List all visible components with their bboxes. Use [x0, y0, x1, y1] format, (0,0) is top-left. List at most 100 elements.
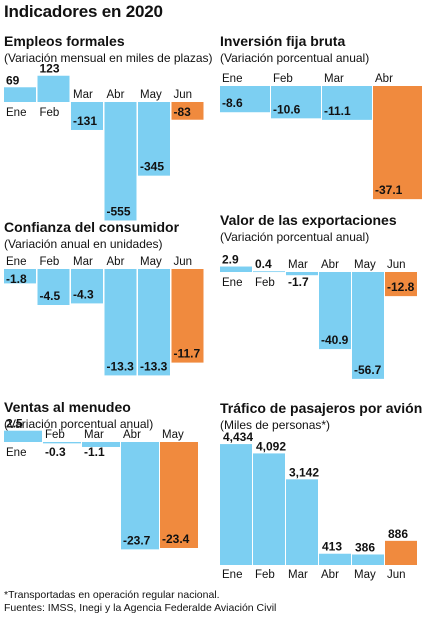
category-label: Abr: [107, 256, 125, 268]
value-label: 123: [40, 62, 60, 76]
category-label: Feb: [255, 569, 275, 581]
bar-feb: [271, 86, 321, 119]
category-label: Ene: [222, 277, 242, 289]
category-label: Ene: [6, 447, 26, 459]
chart-svg: Ene -8.6 Feb -10.6 Mar -11.1 Abr -37.1: [220, 73, 422, 200]
chart-title: Confianza del consumidor: [4, 219, 180, 235]
value-label: -1.8: [6, 272, 27, 286]
bar-ene: [4, 430, 42, 442]
bar-feb: [253, 453, 285, 565]
bar-ene: [220, 86, 270, 113]
value-label: -12.8: [387, 280, 415, 294]
bar-mar: [286, 272, 318, 276]
bar-feb: [37, 269, 70, 305]
category-label: Mar: [324, 73, 344, 85]
bar-may: [352, 272, 384, 379]
bar-ene: [4, 269, 36, 284]
chart-title: Tráfico de pasajeros por avión: [220, 400, 422, 416]
chart-svg: Ene -1.8 Feb -4.5 Mar -4.3 Abr -13.3 May -13.3 Jun…: [4, 256, 204, 376]
category-label: Abr: [375, 73, 393, 85]
category-label: Jun: [387, 259, 406, 271]
chart-panel-ventas: Ventas al menudeo (Variación porcentual …: [4, 399, 209, 569]
footnotes: *Transportadas en operación regular naci…: [4, 589, 276, 615]
category-label: May: [140, 89, 162, 101]
chart-panel-empleos: Empleos formales (Variación mensual en m…: [4, 33, 213, 221]
bar-jun: [385, 272, 417, 297]
category-label: Mar: [73, 89, 93, 101]
chart-svg: Ene 2.9 Feb 0.4 Mar -1.7 Abr -40.9 May -56.7 Jun -1…: [220, 253, 417, 379]
chart-title: Valor de las exportaciones: [220, 212, 397, 228]
bar-abr: [373, 86, 422, 200]
value-label: -0.3: [45, 445, 66, 459]
chart-svg: Ene 69 Feb 123 Mar -131 Abr -555 May -345 Jun -83: [4, 62, 204, 221]
bar-jun: [171, 102, 204, 120]
chart-title: Ventas al menudeo: [4, 399, 131, 415]
category-label: Ene: [222, 73, 242, 85]
value-label: -10.6: [273, 102, 301, 116]
bar-mar: [71, 269, 103, 304]
category-label: Jun: [174, 256, 193, 268]
value-label: 4,434: [223, 430, 253, 444]
bar-may: [352, 554, 384, 565]
bar-mar: [82, 442, 120, 447]
value-label: -13.3: [140, 359, 168, 373]
page-title: Indicadores en 2020: [4, 2, 163, 21]
chart-panel-confianza: Confianza del consumidor (Variación anua…: [4, 219, 209, 389]
bar-may: [160, 442, 198, 549]
bar-ene: [220, 444, 252, 565]
category-label: Feb: [45, 429, 65, 441]
category-label: Feb: [40, 256, 60, 268]
value-label: -1.7: [288, 275, 309, 289]
category-label: Feb: [273, 73, 293, 85]
value-label: 2.5: [6, 417, 23, 431]
value-label: 413: [322, 540, 342, 554]
bar-abr: [121, 442, 159, 550]
category-label: Jun: [387, 569, 406, 581]
category-label: Jun: [174, 89, 193, 101]
category-label: Abr: [321, 569, 339, 581]
value-label: 69: [6, 73, 20, 87]
chart-subtitle: (Variación porcentual anual): [4, 417, 154, 431]
bar-feb: [43, 442, 81, 444]
bar-abr: [104, 102, 137, 221]
value-label: 0.4: [255, 257, 272, 271]
bar-ene: [220, 266, 252, 272]
category-label: Mar: [73, 256, 93, 268]
value-label: 386: [355, 540, 375, 554]
value-label: -56.7: [354, 363, 382, 377]
value-label: 3,142: [289, 465, 319, 479]
category-label: Abr: [123, 429, 141, 441]
bar-mar: [322, 86, 372, 120]
category-label: Abr: [321, 259, 339, 271]
value-label: -11.7: [174, 347, 201, 361]
category-label: May: [354, 259, 376, 271]
value-label: -555: [107, 204, 131, 218]
category-label: Mar: [288, 259, 308, 271]
value-label: -1.1: [84, 445, 105, 459]
category-label: Ene: [222, 569, 242, 581]
chart-subtitle: (Variación porcentual anual): [220, 230, 370, 244]
category-label: Mar: [288, 569, 308, 581]
value-label: -23.4: [162, 532, 190, 546]
value-label: -131: [73, 114, 97, 128]
footnote-sources: Fuentes: IMSS, Inegi y la Agencia Federa…: [4, 602, 277, 614]
chart-panel-trafico: Tráfico de pasajeros por avión (Miles de…: [220, 400, 422, 581]
category-label: May: [354, 569, 376, 581]
bar-abr: [104, 269, 137, 376]
value-label: -11.1: [324, 104, 351, 118]
chart-subtitle: (Variación porcentual anual): [220, 51, 370, 65]
category-label: May: [162, 429, 184, 441]
value-label: -23.7: [123, 533, 151, 547]
bar-abr: [319, 272, 351, 350]
value-label: 886: [388, 527, 408, 541]
value-label: 4,092: [256, 439, 286, 453]
chart-panel-exportaciones: Valor de las exportaciones (Variación po…: [220, 212, 422, 382]
chart-svg: Ene 2.5 Feb -0.3 Mar -1.1 Abr -23.7 May -23.4: [4, 417, 198, 550]
value-label: -4.5: [40, 289, 61, 303]
value-label: -4.3: [73, 287, 94, 301]
bar-ene: [4, 87, 36, 102]
chart-subtitle: (Variación anual en unidades): [4, 237, 163, 251]
value-label: -40.9: [321, 333, 349, 347]
bar-feb: [37, 75, 70, 102]
bar-abr: [319, 553, 351, 565]
